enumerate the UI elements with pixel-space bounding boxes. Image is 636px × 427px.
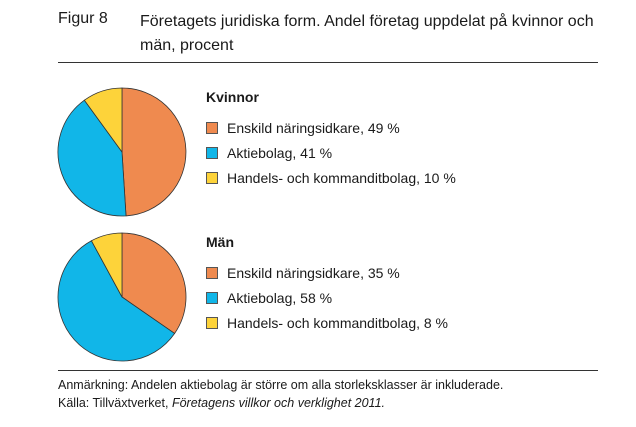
pie-slice-enskild — [121, 232, 187, 335]
legend-label: Handels- och kommanditbolag, 8 % — [227, 314, 449, 331]
pie-slice-aktiebolag — [57, 99, 127, 217]
legend-item: Aktiebolag, 58 % — [206, 285, 448, 310]
swatch-handels — [206, 316, 218, 329]
bottom-rule — [58, 370, 598, 371]
group-title-kvinnor: Kvinnor — [206, 89, 259, 105]
figure-label: Figur 8 — [58, 10, 108, 27]
pie-chart-man — [57, 232, 187, 362]
legend-item: Enskild näringsidkare, 49 % — [206, 115, 456, 140]
legend-kvinnor: Enskild näringsidkare, 49 % Aktiebolag, … — [206, 115, 456, 190]
figure-title: Företagets juridiska form. Andel företag… — [140, 13, 594, 54]
legend-item: Handels- och kommanditbolag, 10 % — [206, 165, 456, 190]
legend-item: Enskild näringsidkare, 35 % — [206, 260, 448, 285]
pie-slice-enskild — [121, 87, 187, 217]
note-kalla: Källa: Tillväxtverket, Företagens villko… — [58, 396, 385, 410]
legend-label: Handels- och kommanditbolag, 10 % — [227, 169, 456, 186]
pie-slice-handels — [90, 232, 123, 298]
swatch-enskild — [206, 121, 218, 134]
group-title-man: Män — [206, 234, 234, 250]
swatch-handels — [206, 171, 218, 184]
pie-slice-aktiebolag — [57, 240, 176, 362]
note-anmarkning: Anmärkning: Andelen aktiebolag är större… — [58, 378, 504, 392]
pie-slice-handels — [83, 87, 123, 154]
swatch-enskild — [206, 266, 218, 279]
legend-item: Aktiebolag, 41 % — [206, 140, 456, 165]
kalla-prefix: Källa: Tillväxtverket, — [58, 396, 172, 410]
legend-label: Aktiebolag, 41 % — [227, 144, 333, 161]
legend-item: Handels- och kommanditbolag, 8 % — [206, 310, 448, 335]
kalla-source-title: Företagens villkor och verklighet 2011. — [171, 396, 386, 410]
legend-label: Enskild näringsidkare, 49 % — [227, 119, 400, 136]
legend-man: Enskild näringsidkare, 35 % Aktiebolag, … — [206, 260, 448, 335]
legend-label: Enskild näringsidkare, 35 % — [227, 264, 400, 281]
swatch-aktiebolag — [206, 146, 218, 159]
pie-chart-kvinnor — [57, 87, 187, 217]
top-rule — [58, 62, 598, 63]
swatch-aktiebolag — [206, 291, 218, 304]
legend-label: Aktiebolag, 58 % — [227, 289, 333, 306]
